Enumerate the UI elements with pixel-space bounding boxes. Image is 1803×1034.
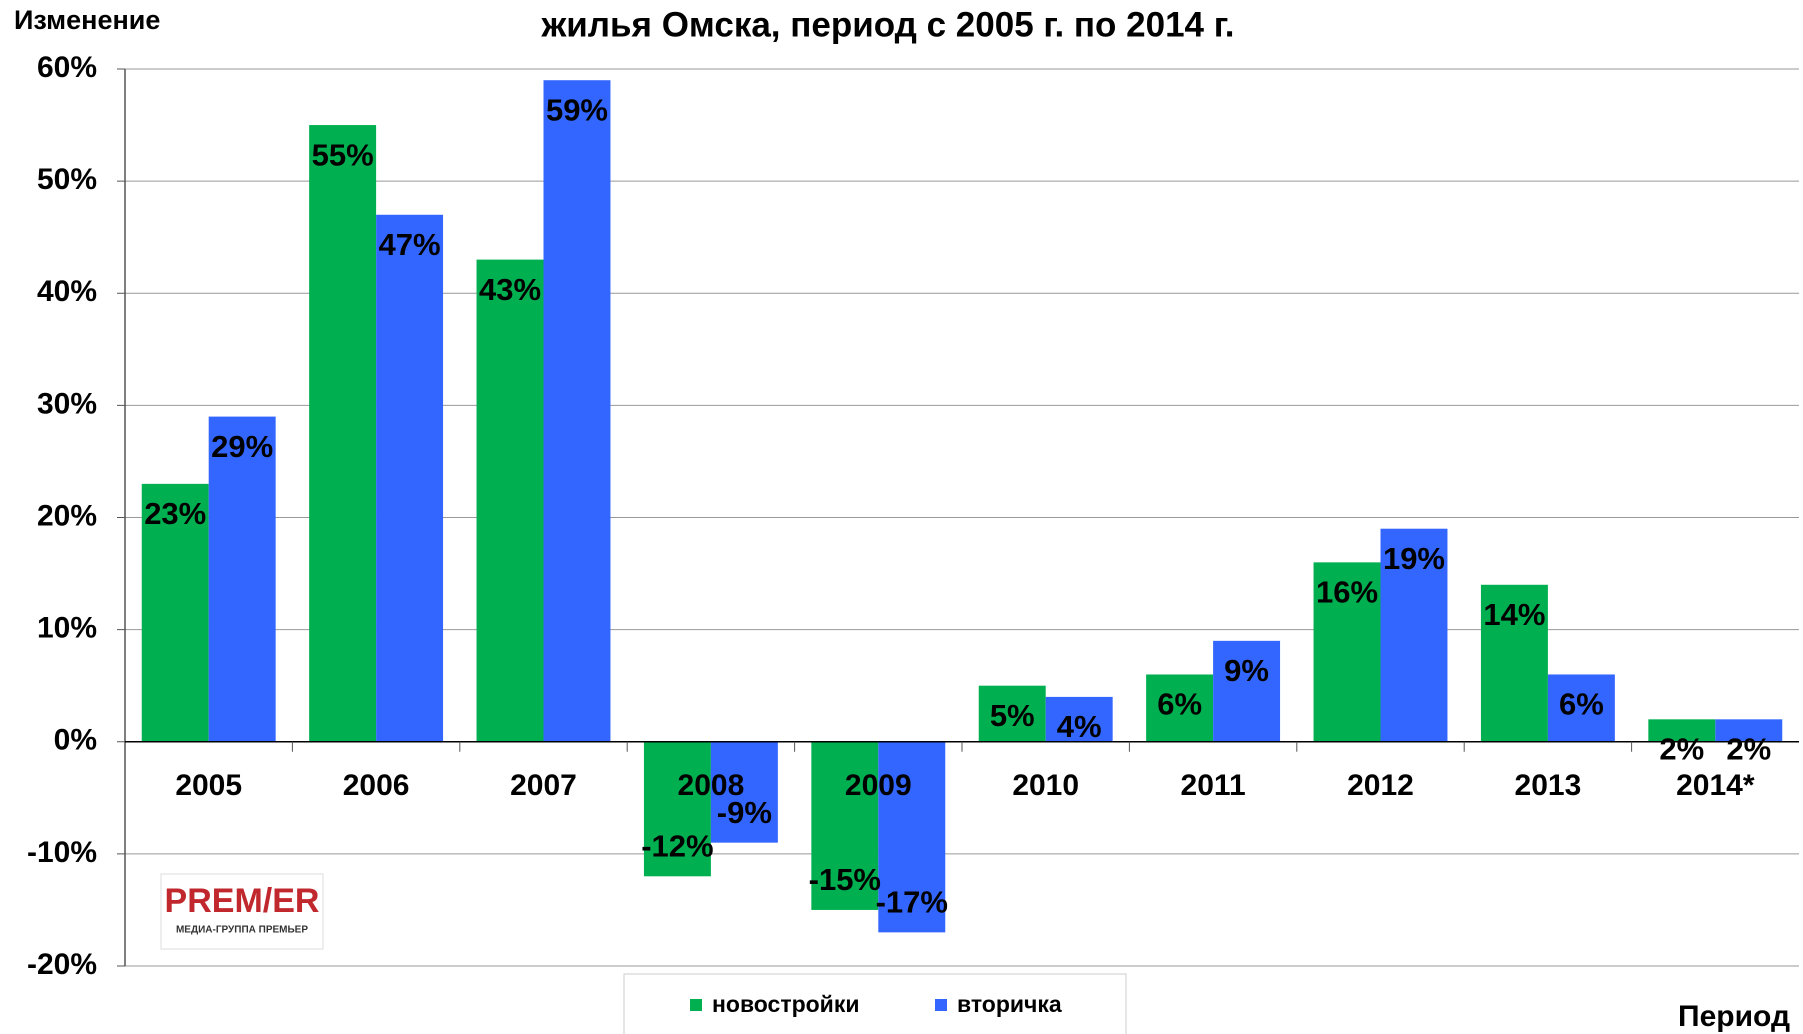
data-label: 5% <box>990 698 1035 733</box>
y-tick-label: -10% <box>27 836 97 869</box>
data-label: 59% <box>546 92 608 127</box>
data-label: 55% <box>312 137 374 172</box>
y-tick-label: 20% <box>37 499 97 532</box>
legend-label: вторичка <box>957 991 1062 1017</box>
bar <box>1547 674 1615 742</box>
bar <box>141 483 209 742</box>
bar <box>978 685 1046 742</box>
chart-title: жилья Омска, период с 2005 г. по 2014 г. <box>540 5 1234 44</box>
data-label: -12% <box>641 828 713 863</box>
logo-subtitle: МЕДИА-ГРУППА ПРЕМЬЕР <box>176 925 308 936</box>
bar <box>476 259 544 742</box>
x-tick-label: 2006 <box>343 769 410 802</box>
data-label: -17% <box>876 885 948 920</box>
data-label: 29% <box>211 429 273 464</box>
bar <box>1715 719 1783 742</box>
bar <box>1480 584 1548 742</box>
data-label: 6% <box>1559 687 1604 722</box>
bar <box>1380 528 1448 742</box>
x-tick-label: 2010 <box>1012 769 1079 802</box>
legend <box>623 973 1127 1034</box>
bar <box>376 214 444 742</box>
legend-label: новостройки <box>712 991 859 1017</box>
bar <box>208 416 276 742</box>
data-label: 23% <box>144 496 206 531</box>
x-tick-label: 2005 <box>175 769 242 802</box>
x-tick-label: 2013 <box>1515 769 1582 802</box>
legend-swatch <box>935 999 947 1011</box>
data-label: 16% <box>1316 575 1378 610</box>
bar <box>811 741 879 910</box>
y-tick-label: 40% <box>37 275 97 308</box>
bar <box>878 741 946 933</box>
y-axis-label: Изменение <box>14 5 160 35</box>
data-label: 2% <box>1659 732 1704 767</box>
bar <box>1648 719 1716 742</box>
bar <box>1313 562 1381 742</box>
data-label: 14% <box>1483 597 1545 632</box>
bar <box>710 741 778 843</box>
bar <box>1045 696 1113 742</box>
data-label: 43% <box>479 272 541 307</box>
bar <box>1213 640 1281 742</box>
x-tick-label: 2011 <box>1181 769 1246 802</box>
y-tick-label: 50% <box>37 163 97 196</box>
x-tick-label: 2007 <box>510 769 577 802</box>
data-label: -9% <box>717 795 772 830</box>
data-label: 2% <box>1726 732 1771 767</box>
x-tick-label: 2009 <box>845 769 912 802</box>
legend-swatch <box>690 999 702 1011</box>
bar <box>1146 674 1214 742</box>
x-axis-label: Период <box>1678 1000 1790 1033</box>
data-label: -15% <box>809 862 881 897</box>
logo-box <box>160 873 324 950</box>
data-label: 47% <box>379 227 441 262</box>
x-tick-label: 2012 <box>1347 769 1414 802</box>
bar <box>543 80 611 742</box>
data-label: 4% <box>1057 709 1102 744</box>
logo-title: PREM/ER <box>165 882 320 920</box>
data-label: 19% <box>1383 541 1445 576</box>
y-tick-label: -20% <box>27 948 97 981</box>
data-label: 6% <box>1157 687 1202 722</box>
x-tick-label: 2014* <box>1676 769 1755 802</box>
data-label: 9% <box>1224 653 1269 688</box>
bar <box>309 125 377 742</box>
y-tick-label: 60% <box>37 51 97 84</box>
x-tick-label: 2008 <box>678 769 745 802</box>
y-tick-label: 0% <box>54 724 97 757</box>
y-tick-label: 30% <box>37 387 97 420</box>
y-tick-label: 10% <box>37 612 97 645</box>
bar <box>643 741 711 877</box>
